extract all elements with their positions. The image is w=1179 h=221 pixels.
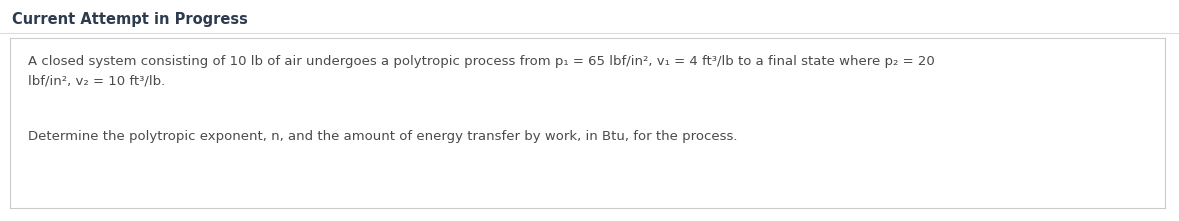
Text: A closed system consisting of 10 lb of air undergoes a polytropic process from p: A closed system consisting of 10 lb of a… bbox=[28, 55, 935, 68]
Text: Determine the polytropic exponent, n, and the amount of energy transfer by work,: Determine the polytropic exponent, n, an… bbox=[28, 130, 738, 143]
Text: Current Attempt in Progress: Current Attempt in Progress bbox=[12, 12, 248, 27]
Text: lbf/in², v₂ = 10 ft³/lb.: lbf/in², v₂ = 10 ft³/lb. bbox=[28, 75, 165, 88]
